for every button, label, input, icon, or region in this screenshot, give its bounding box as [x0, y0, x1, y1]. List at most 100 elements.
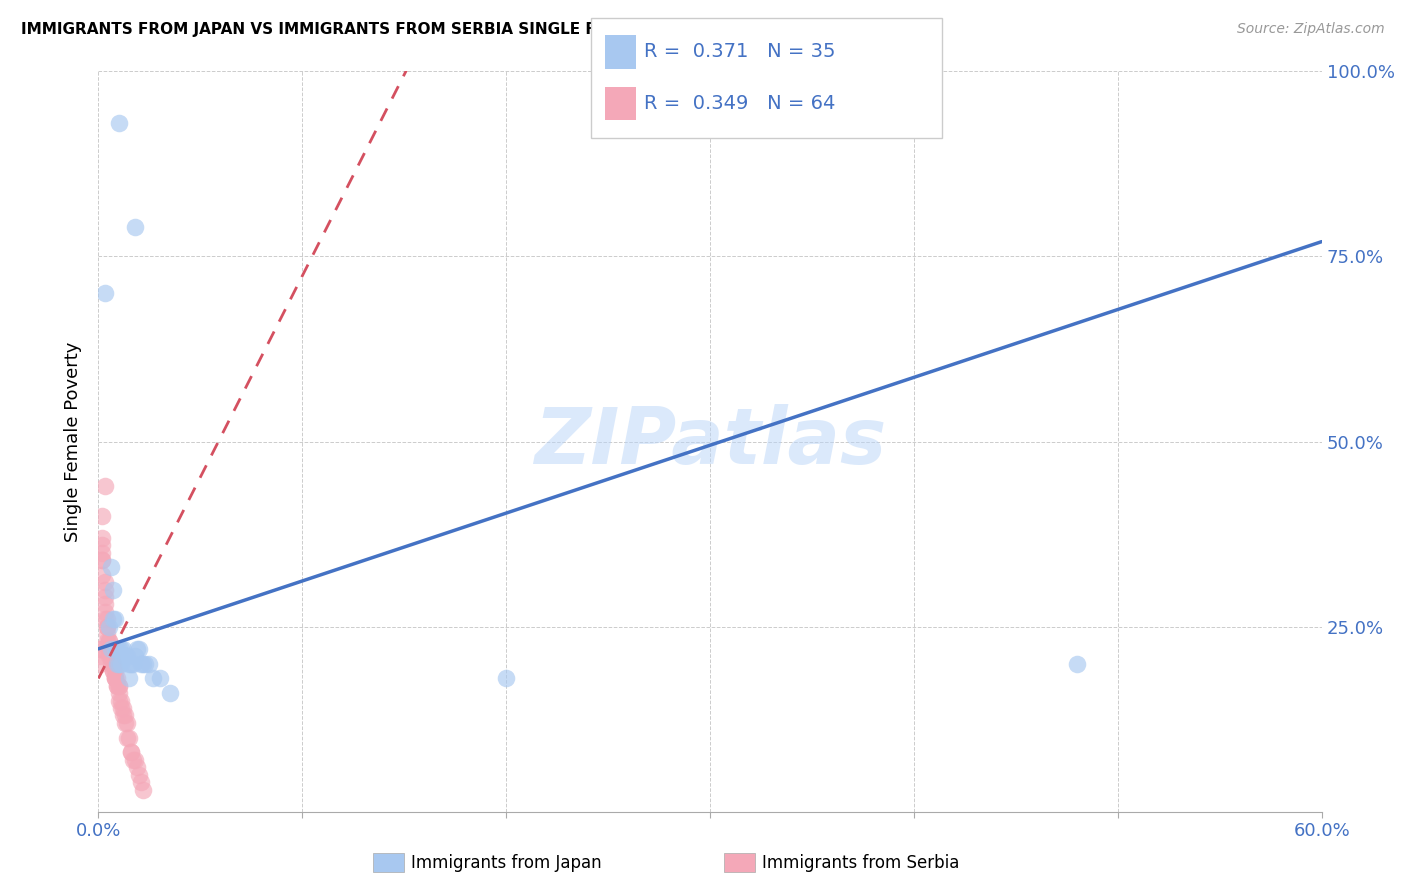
Point	[110, 701, 132, 715]
Point	[105, 641, 128, 656]
Point	[91, 567, 114, 582]
Text: Immigrants from Japan: Immigrants from Japan	[411, 854, 602, 871]
Text: R =  0.371   N = 35: R = 0.371 N = 35	[644, 42, 835, 62]
Point	[96, 619, 118, 633]
Point	[105, 672, 128, 686]
Point	[118, 657, 141, 671]
Point	[93, 575, 115, 590]
Point	[97, 649, 120, 664]
Point	[108, 657, 131, 671]
Point	[100, 657, 122, 671]
Point	[104, 664, 127, 678]
Point	[101, 657, 124, 671]
Point	[132, 782, 155, 797]
Point	[122, 753, 145, 767]
Point	[96, 634, 118, 648]
Point	[97, 641, 120, 656]
Point	[91, 508, 114, 523]
Point	[104, 672, 127, 686]
Point	[118, 731, 141, 745]
Point	[101, 582, 124, 597]
Point	[1066, 657, 1088, 671]
Point	[91, 553, 114, 567]
Point	[128, 641, 150, 656]
Point	[105, 679, 128, 693]
Point	[89, 657, 111, 671]
Point	[91, 531, 114, 545]
Point	[128, 767, 150, 781]
Point	[108, 116, 131, 130]
Point	[118, 672, 141, 686]
Point	[100, 649, 122, 664]
Text: R =  0.349   N = 64: R = 0.349 N = 64	[644, 94, 835, 113]
Text: IMMIGRANTS FROM JAPAN VS IMMIGRANTS FROM SERBIA SINGLE FEMALE POVERTY CORRELATIO: IMMIGRANTS FROM JAPAN VS IMMIGRANTS FROM…	[21, 22, 925, 37]
Text: ZIPatlas: ZIPatlas	[534, 403, 886, 480]
Point	[104, 641, 127, 656]
Point	[120, 746, 142, 760]
Point	[127, 641, 149, 656]
Point	[124, 753, 146, 767]
Point	[127, 760, 149, 774]
Point	[108, 686, 131, 700]
Point	[96, 612, 118, 626]
Point	[96, 619, 118, 633]
Point	[120, 746, 142, 760]
Point	[100, 641, 122, 656]
Point	[93, 479, 115, 493]
Point	[105, 657, 128, 671]
Point	[93, 286, 115, 301]
Point	[110, 641, 132, 656]
Point	[93, 612, 115, 626]
Point	[104, 672, 127, 686]
Point	[104, 672, 127, 686]
Point	[129, 775, 152, 789]
Point	[120, 657, 142, 671]
Point	[138, 657, 160, 671]
Point	[111, 708, 134, 723]
Point	[114, 715, 136, 730]
Y-axis label: Single Female Poverty: Single Female Poverty	[63, 342, 82, 541]
Point	[115, 731, 138, 745]
Point	[115, 649, 138, 664]
Point	[105, 679, 128, 693]
Point	[97, 634, 120, 648]
Point	[101, 657, 124, 671]
Point	[100, 649, 122, 664]
Point	[159, 686, 181, 700]
Point	[111, 701, 134, 715]
Text: Source: ZipAtlas.com: Source: ZipAtlas.com	[1237, 22, 1385, 37]
Point	[97, 634, 120, 648]
Point	[100, 560, 122, 574]
Point	[91, 553, 114, 567]
Point	[132, 657, 155, 671]
Point	[93, 582, 115, 597]
Point	[108, 641, 131, 656]
Point	[93, 598, 115, 612]
Point	[100, 649, 122, 664]
Point	[114, 708, 136, 723]
Text: Immigrants from Serbia: Immigrants from Serbia	[762, 854, 959, 871]
Point	[108, 679, 131, 693]
Point	[93, 590, 115, 604]
Point	[101, 664, 124, 678]
Point	[101, 612, 124, 626]
Point	[142, 672, 165, 686]
Point	[122, 657, 145, 671]
Point	[91, 546, 114, 560]
Point	[129, 657, 152, 671]
Point	[93, 605, 115, 619]
Point	[89, 641, 111, 656]
Point	[149, 672, 172, 686]
Point	[108, 679, 131, 693]
Point	[110, 657, 132, 671]
Point	[97, 641, 120, 656]
Point	[124, 649, 146, 664]
Point	[111, 641, 134, 656]
Point	[96, 627, 118, 641]
Point	[89, 641, 111, 656]
Point	[91, 538, 114, 552]
Point	[101, 664, 124, 678]
Point	[89, 649, 111, 664]
Point	[495, 672, 517, 686]
Point	[114, 649, 136, 664]
